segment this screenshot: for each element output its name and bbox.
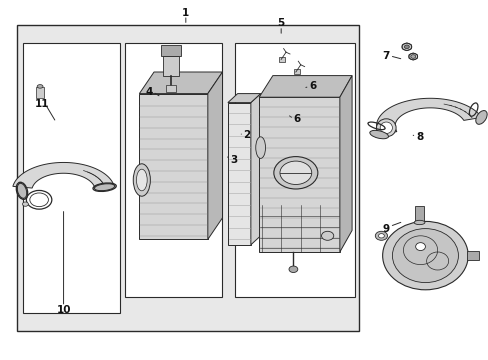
Ellipse shape xyxy=(376,119,395,137)
Bar xyxy=(293,69,299,74)
Ellipse shape xyxy=(401,43,411,50)
Text: 8: 8 xyxy=(415,132,422,142)
Text: 6: 6 xyxy=(293,114,300,124)
Text: 10: 10 xyxy=(56,305,71,315)
Ellipse shape xyxy=(321,231,333,240)
Bar xyxy=(166,85,176,92)
Bar xyxy=(466,251,478,260)
Ellipse shape xyxy=(415,243,425,251)
Ellipse shape xyxy=(404,45,408,49)
Ellipse shape xyxy=(413,220,424,225)
Ellipse shape xyxy=(37,85,43,88)
Bar xyxy=(227,103,250,245)
Bar xyxy=(139,94,207,239)
Bar xyxy=(414,206,424,222)
Bar xyxy=(161,45,181,56)
Text: 4: 4 xyxy=(145,87,153,97)
Ellipse shape xyxy=(391,229,458,283)
Ellipse shape xyxy=(279,161,311,184)
Text: 11: 11 xyxy=(35,99,50,109)
Text: 3: 3 xyxy=(230,155,237,165)
Text: 9: 9 xyxy=(382,224,389,234)
Ellipse shape xyxy=(408,53,417,60)
Ellipse shape xyxy=(410,55,415,58)
Ellipse shape xyxy=(382,221,468,290)
Text: 1: 1 xyxy=(182,8,189,18)
Bar xyxy=(234,43,354,297)
Ellipse shape xyxy=(22,202,28,206)
Ellipse shape xyxy=(133,164,150,196)
Polygon shape xyxy=(376,98,481,135)
Polygon shape xyxy=(139,72,222,94)
Bar xyxy=(163,56,179,76)
Ellipse shape xyxy=(369,130,387,139)
Polygon shape xyxy=(227,94,260,103)
Text: 2: 2 xyxy=(243,130,250,140)
Bar xyxy=(124,43,222,297)
Polygon shape xyxy=(259,76,351,97)
Ellipse shape xyxy=(288,266,297,273)
Bar xyxy=(17,25,359,331)
Polygon shape xyxy=(13,162,114,188)
Text: 7: 7 xyxy=(382,51,389,61)
Polygon shape xyxy=(250,94,260,245)
Ellipse shape xyxy=(475,111,486,124)
Ellipse shape xyxy=(375,231,387,240)
Bar xyxy=(36,87,44,98)
Text: 6: 6 xyxy=(309,81,316,91)
Text: 5: 5 xyxy=(277,18,284,28)
Ellipse shape xyxy=(30,193,48,207)
Bar xyxy=(23,43,120,313)
Bar xyxy=(259,97,339,252)
Ellipse shape xyxy=(17,183,27,198)
Polygon shape xyxy=(339,76,351,252)
Ellipse shape xyxy=(94,184,115,191)
Ellipse shape xyxy=(380,122,391,134)
Ellipse shape xyxy=(255,137,265,158)
Bar xyxy=(279,57,285,62)
Polygon shape xyxy=(207,72,222,239)
Ellipse shape xyxy=(273,157,317,189)
Ellipse shape xyxy=(378,234,384,238)
Ellipse shape xyxy=(136,169,147,191)
